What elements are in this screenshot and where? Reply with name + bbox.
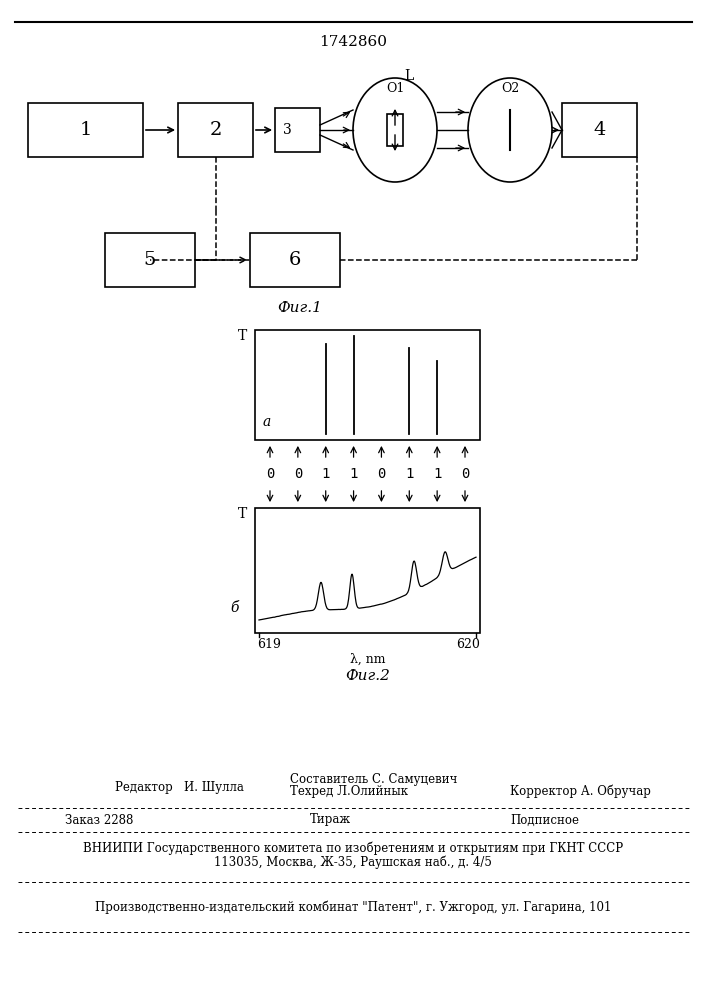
Text: Заказ 2288: Заказ 2288 xyxy=(65,814,134,826)
Bar xyxy=(255,508,480,633)
Text: 619: 619 xyxy=(257,639,281,652)
Bar xyxy=(387,114,403,146)
Bar xyxy=(255,330,480,440)
Text: ВНИИПИ Государственного комитета по изобретениям и открытиям при ГКНТ СССР: ВНИИПИ Государственного комитета по изоб… xyxy=(83,841,623,855)
Bar xyxy=(28,103,143,157)
Text: Редактор   И. Шулла: Редактор И. Шулла xyxy=(115,781,244,794)
Text: 620: 620 xyxy=(456,639,480,652)
Text: 3: 3 xyxy=(283,123,291,137)
Text: T: T xyxy=(238,329,247,343)
Bar xyxy=(562,103,637,157)
Text: λ, nm: λ, nm xyxy=(350,652,385,666)
Text: 0: 0 xyxy=(293,467,302,481)
Text: 4: 4 xyxy=(593,121,606,139)
Text: 0: 0 xyxy=(378,467,385,481)
Ellipse shape xyxy=(468,78,552,182)
Bar xyxy=(178,103,253,157)
Text: O2: O2 xyxy=(501,82,519,95)
Bar xyxy=(105,233,195,287)
Text: T: T xyxy=(238,507,247,521)
Bar xyxy=(275,108,320,152)
Text: Подписное: Подписное xyxy=(510,814,579,826)
Text: 113035, Москва, Ж-35, Раушская наб., д. 4/5: 113035, Москва, Ж-35, Раушская наб., д. … xyxy=(214,855,492,869)
Text: 1: 1 xyxy=(349,467,358,481)
Bar xyxy=(250,233,340,287)
Text: 0: 0 xyxy=(266,467,274,481)
Text: 1742860: 1742860 xyxy=(319,35,387,49)
Text: L: L xyxy=(404,69,414,83)
Text: 0: 0 xyxy=(461,467,469,481)
Text: Фиг.2: Фиг.2 xyxy=(345,669,390,683)
Text: Фиг.1: Фиг.1 xyxy=(278,301,322,315)
Text: 1: 1 xyxy=(322,467,330,481)
Text: 6: 6 xyxy=(289,251,301,269)
Text: O1: O1 xyxy=(386,82,404,95)
Text: Составитель С. Самуцевич: Составитель С. Самуцевич xyxy=(290,773,457,786)
Text: б: б xyxy=(230,601,239,615)
Text: 1: 1 xyxy=(79,121,92,139)
Text: 2: 2 xyxy=(209,121,222,139)
Text: Тираж: Тираж xyxy=(310,814,351,826)
Text: 1: 1 xyxy=(405,467,414,481)
Text: 1: 1 xyxy=(433,467,441,481)
Text: 5: 5 xyxy=(144,251,156,269)
Text: Корректор А. Обручар: Корректор А. Обручар xyxy=(510,784,651,798)
Text: a: a xyxy=(263,415,271,429)
Ellipse shape xyxy=(353,78,437,182)
Text: Производственно-издательский комбинат "Патент", г. Ужгород, ул. Гагарина, 101: Производственно-издательский комбинат "П… xyxy=(95,900,611,914)
Text: Техред Л.Олийнык: Техред Л.Олийнык xyxy=(290,785,408,798)
